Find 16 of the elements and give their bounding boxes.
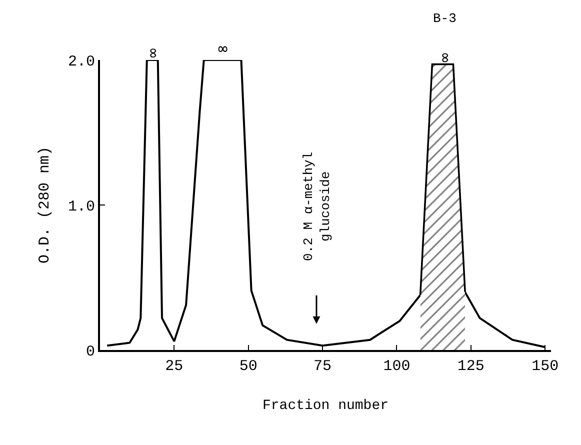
annotation: 0.2 M α-methyl glucoside [300, 152, 333, 261]
y-tick-label: 2.0 [68, 53, 95, 70]
y-tick-label: 1.0 [68, 198, 95, 216]
x-tick-label: 50 [239, 358, 258, 375]
y-tick-label: 0 [86, 343, 95, 360]
x-tick-label: 25 [165, 358, 184, 375]
x-tick-label: 125 [457, 358, 484, 375]
x-tick-label: 150 [532, 358, 559, 375]
x-tick-label: 75 [314, 358, 332, 375]
annotation: ∞ [142, 48, 162, 58]
annotation: ∞ [434, 52, 454, 63]
x-tick-label: 100 [383, 358, 410, 375]
annotation: ∞ [218, 39, 228, 58]
y-axis-title: O.D. (280 nm) [36, 146, 54, 264]
annotation: B-3 [433, 11, 456, 26]
x-axis-title: Fraction number [262, 398, 389, 414]
